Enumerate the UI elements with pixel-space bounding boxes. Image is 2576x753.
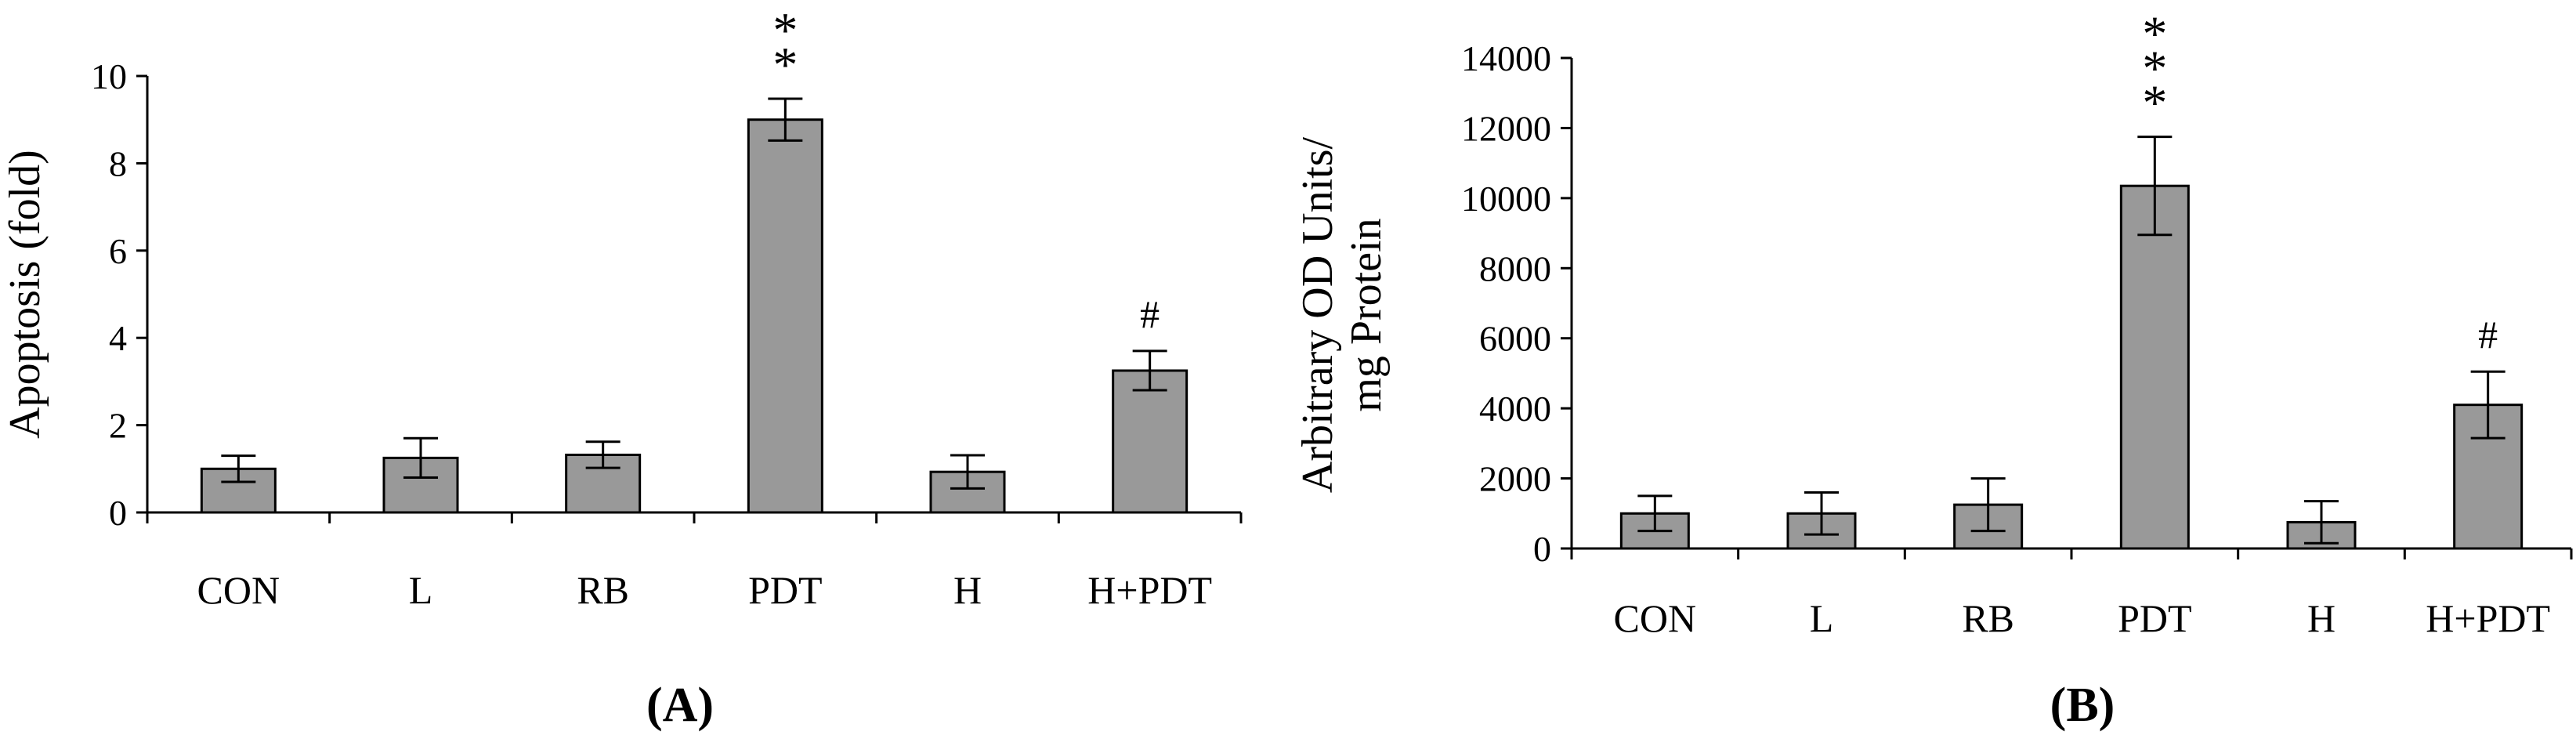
significance-mark: #: [2478, 313, 2498, 357]
category-label: H+PDT: [2426, 596, 2550, 640]
category-label: L: [1810, 596, 1834, 640]
significance-star: *: [772, 0, 798, 24]
y-tick-label: 2: [109, 406, 127, 446]
category-label: RB: [577, 568, 629, 612]
category-label: PDT: [2118, 596, 2191, 640]
significance-star: *: [772, 37, 798, 92]
significance-mark: #: [1140, 292, 1160, 336]
y-axis-label: mg Protein: [1342, 218, 1391, 411]
y-tick-label: 4: [109, 318, 127, 358]
category-label: CON: [197, 568, 280, 612]
y-tick-label: 6000: [1479, 319, 1551, 359]
panel-label: (A): [646, 679, 714, 732]
category-label: CON: [1614, 596, 1697, 640]
category-label: H: [2307, 596, 2335, 640]
category-label: H+PDT: [1087, 568, 1212, 612]
y-tick-label: 14000: [1461, 38, 1551, 78]
y-tick-label: 0: [109, 493, 127, 533]
y-tick-label: 2000: [1479, 459, 1551, 499]
chart-panel-b: 0 2000 4000 6000 8000 10000 12000 14000 CON L RB PD…: [1293, 6, 2573, 732]
bar: [2119, 184, 2190, 550]
significance-star: *: [772, 2, 798, 58]
y-axis-label: Arbitrary OD Units/: [1293, 136, 1342, 493]
bar: [747, 118, 823, 514]
y-tick-label: 12000: [1461, 108, 1551, 148]
category-label: H: [953, 568, 982, 612]
bar: [1112, 369, 1189, 514]
y-tick-label: 10: [91, 56, 127, 96]
y-tick-label: 6: [109, 231, 127, 271]
y-tick-label: 10000: [1461, 179, 1551, 219]
panel-label: (B): [2050, 679, 2115, 732]
y-tick-label: 0: [1533, 529, 1551, 569]
category-label: RB: [1962, 596, 2014, 640]
significance-star: *: [2142, 41, 2167, 96]
y-tick-label: 8: [109, 143, 127, 183]
category-label: L: [409, 568, 433, 612]
category-label: PDT: [748, 568, 822, 612]
y-tick-label: 4000: [1479, 389, 1551, 429]
significance-star: *: [2142, 6, 2167, 62]
y-tick-label: 8000: [1479, 248, 1551, 288]
y-axis-label: Apoptosis (fold): [1, 150, 49, 439]
significance-star: *: [2142, 75, 2167, 131]
